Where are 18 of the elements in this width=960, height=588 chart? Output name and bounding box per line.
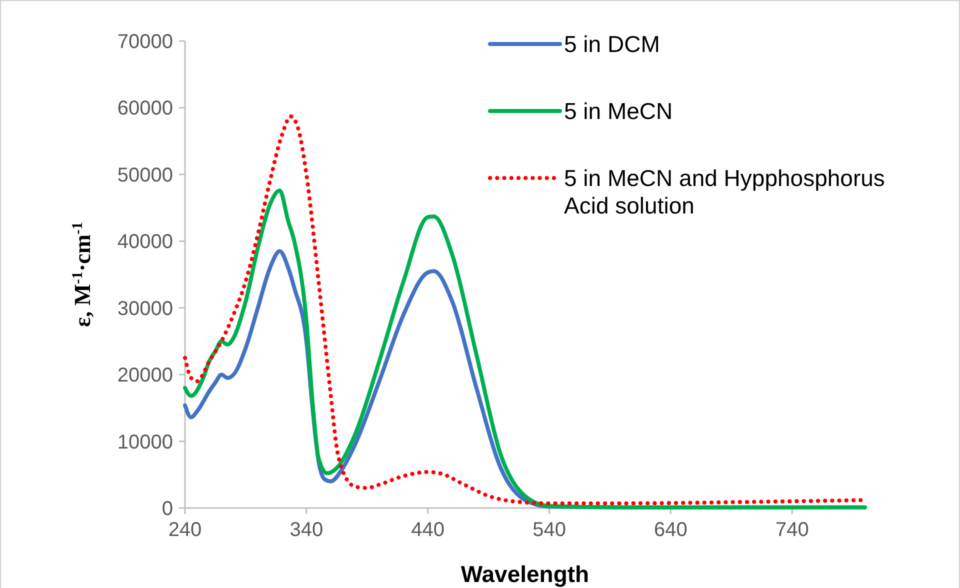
- legend-label: 5 in DCM: [564, 31, 660, 58]
- x-tick-label: 240: [168, 519, 202, 541]
- legend-label: 5 in MeCN: [564, 98, 673, 124]
- legend-label: 5 in MeCN and Hypphosphorus Acid solution: [564, 165, 885, 219]
- x-tick-label: 640: [654, 519, 688, 541]
- y-tick-label: 0: [162, 498, 173, 520]
- y-tick-label: 60000: [117, 98, 173, 120]
- x-tick-label: 740: [775, 519, 809, 541]
- x-tick-label: 540: [532, 519, 566, 541]
- y-tick-label: 40000: [117, 231, 173, 254]
- y-tick-label: 70000: [117, 31, 173, 53]
- y-tick-label: 10000: [117, 431, 173, 454]
- x-tick-label: 340: [290, 519, 324, 541]
- y-tick-label: 20000: [117, 364, 173, 387]
- y-tick-label: 50000: [117, 164, 173, 186]
- x-axis-title: Wavelength: [460, 561, 590, 587]
- y-tick-label: 30000: [117, 298, 173, 320]
- x-tick-label: 440: [411, 519, 445, 541]
